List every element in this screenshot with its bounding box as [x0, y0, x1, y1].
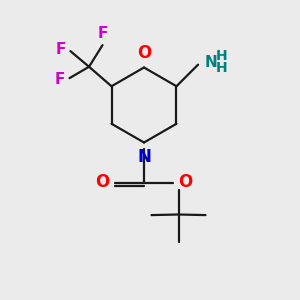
Text: H: H	[216, 61, 228, 75]
Text: F: F	[55, 72, 65, 87]
Text: H: H	[216, 49, 228, 63]
Text: O: O	[95, 173, 109, 191]
Text: N: N	[137, 148, 151, 166]
Text: O: O	[178, 173, 193, 191]
Text: O: O	[137, 44, 151, 62]
Text: F: F	[56, 42, 66, 57]
Text: N: N	[205, 55, 218, 70]
Text: F: F	[98, 26, 108, 41]
